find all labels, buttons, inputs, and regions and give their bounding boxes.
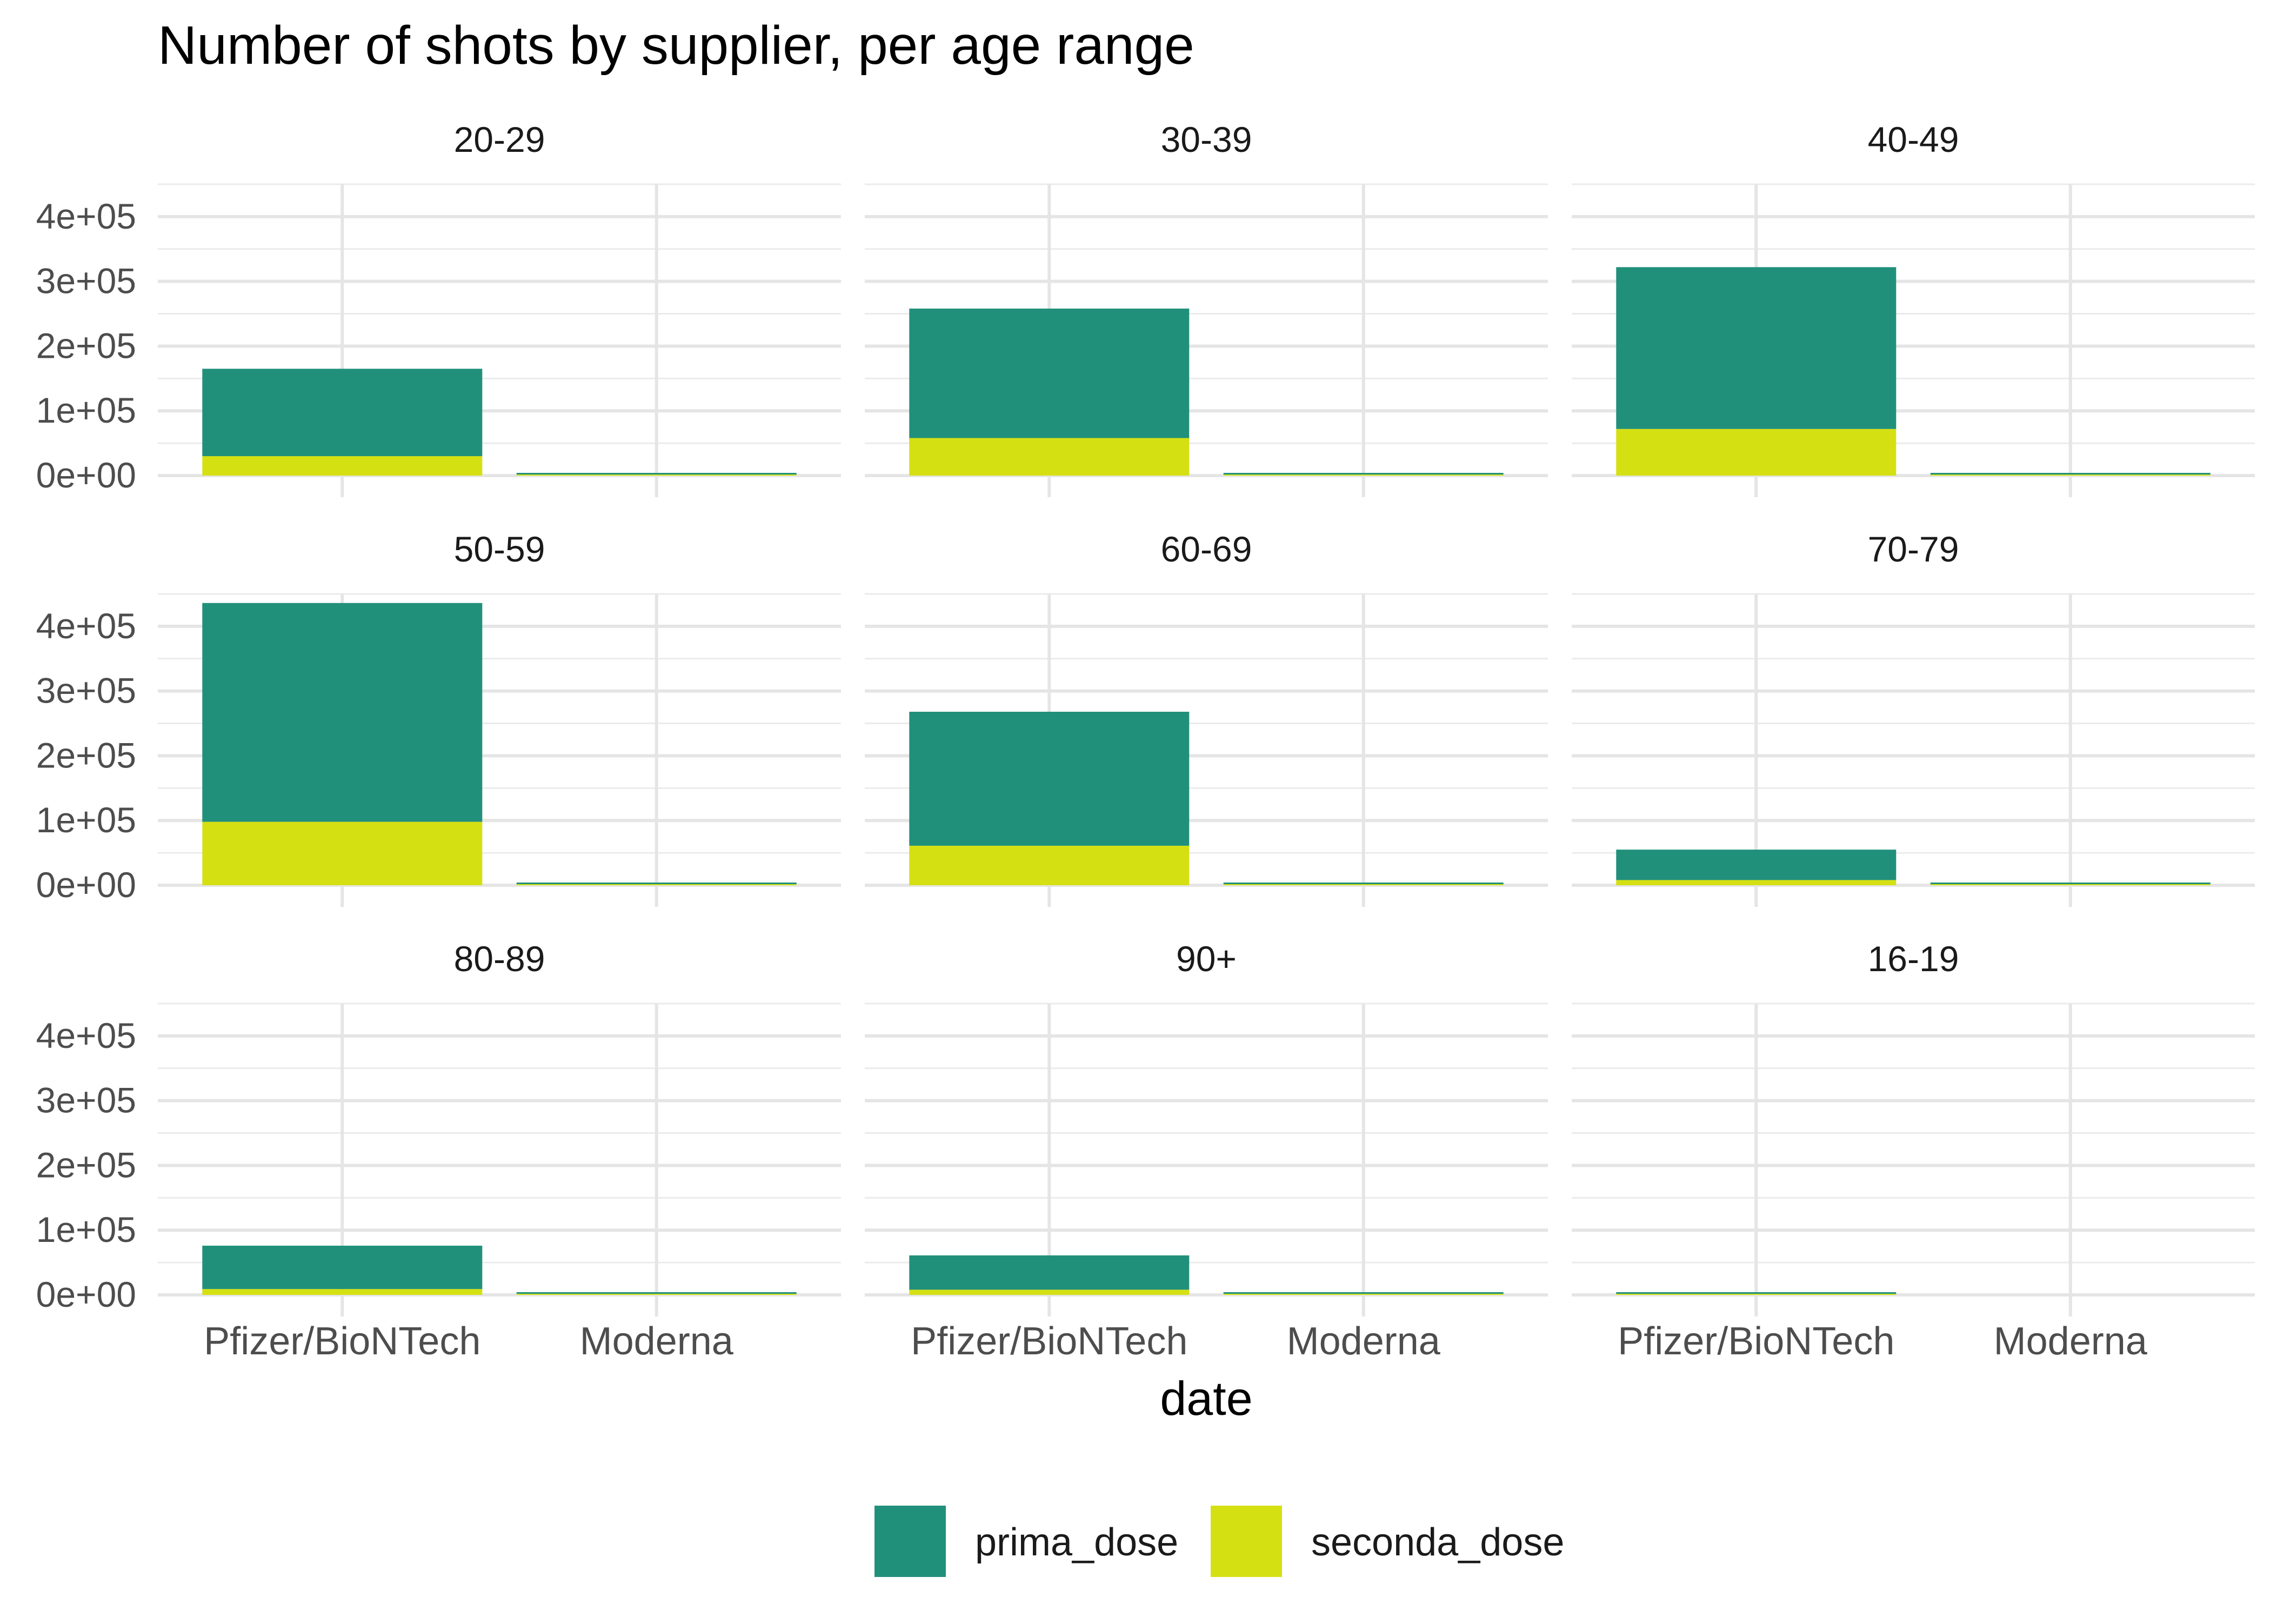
bar-prima-dose-1	[1223, 883, 1504, 884]
bar-seconda-dose-0	[1616, 880, 1897, 885]
facet-label: 90+	[1176, 939, 1237, 979]
facet-label: 50-59	[454, 529, 545, 569]
y-tick-label: 1e+05	[36, 800, 136, 840]
bar-seconda-dose-0	[909, 845, 1190, 885]
y-tick-label: 1e+05	[36, 390, 136, 430]
x-tick-label: Pfizer/BioNTech	[204, 1320, 480, 1363]
y-tick-label: 4e+05	[36, 606, 136, 646]
bar-prima-dose-1	[1223, 1292, 1504, 1294]
facet-panel-90+: 90+ Pfizer/BioNTech Moderna	[865, 939, 1548, 1363]
bar-prima-dose-1	[516, 883, 797, 884]
facet-label: 20-29	[454, 119, 545, 159]
legend-swatch-seconda_dose	[1211, 1506, 1282, 1577]
y-tick-label: 1e+05	[36, 1209, 136, 1249]
bar-prima-dose-0	[1616, 1292, 1897, 1294]
facet-panel-60-69: 60-69	[865, 529, 1548, 907]
legend-item-prima_dose: prima_dose	[874, 1506, 1178, 1577]
bar-seconda-dose-0	[202, 456, 483, 476]
bar-prima-dose-1	[516, 1292, 797, 1294]
y-tick-label: 3e+05	[36, 671, 136, 711]
bar-prima-dose-1	[1223, 473, 1504, 474]
bar-seconda-dose-1	[1223, 884, 1504, 885]
x-tick-label: Moderna	[1994, 1320, 2148, 1363]
bar-prima-dose-0	[1616, 267, 1897, 429]
legend-swatch-prima_dose	[874, 1506, 946, 1577]
bar-seconda-dose-0	[1616, 429, 1897, 476]
chart-title: Number of shots by supplier, per age ran…	[158, 15, 1194, 76]
legend-item-seconda_dose: seconda_dose	[1211, 1506, 1564, 1577]
bar-prima-dose-0	[202, 603, 483, 822]
bar-seconda-dose-0	[1616, 1294, 1897, 1295]
y-tick-label: 2e+05	[36, 735, 136, 775]
facet-label: 30-39	[1161, 119, 1252, 159]
x-axis-title: date	[1160, 1372, 1252, 1425]
bar-seconda-dose-1	[1930, 474, 2211, 476]
y-tick-label: 2e+05	[36, 1145, 136, 1185]
bar-seconda-dose-1	[516, 884, 797, 885]
legend-label: seconda_dose	[1311, 1521, 1564, 1564]
facet-panel-16-19: 16-19 Pfizer/BioNTech Moderna	[1572, 939, 2255, 1363]
x-tick-label: Pfizer/BioNTech	[1618, 1320, 1894, 1363]
x-tick-label: Pfizer/BioNTech	[911, 1320, 1187, 1363]
bar-prima-dose-0	[909, 711, 1190, 846]
y-tick-label: 0e+00	[36, 455, 136, 495]
bar-prima-dose-0	[1616, 850, 1897, 880]
facet-panel-40-49: 40-49	[1572, 119, 2255, 497]
bar-prima-dose-0	[202, 369, 483, 457]
bar-seconda-dose-1	[1223, 474, 1504, 476]
bar-seconda-dose-0	[909, 1289, 1190, 1295]
facet-label: 40-49	[1868, 119, 1959, 159]
bar-prima-dose-1	[1930, 473, 2211, 474]
facet-panel-20-29: 20-29 0e+00 1e+05 2e+05 3e+05 4e+05	[36, 119, 841, 497]
y-tick-label: 3e+05	[36, 261, 136, 301]
bar-seconda-dose-0	[202, 821, 483, 885]
legend: prima_dose seconda_dose	[874, 1506, 1564, 1577]
bar-seconda-dose-0	[202, 1289, 483, 1295]
bar-prima-dose-1	[1930, 883, 2211, 884]
y-tick-label: 3e+05	[36, 1080, 136, 1120]
bar-seconda-dose-1	[1930, 884, 2211, 885]
bar-prima-dose-0	[909, 1255, 1190, 1290]
legend-label: prima_dose	[975, 1521, 1178, 1564]
facet-label: 60-69	[1161, 529, 1252, 569]
y-tick-label: 4e+05	[36, 1015, 136, 1055]
y-tick-label: 2e+05	[36, 325, 136, 365]
facet-label: 70-79	[1868, 529, 1959, 569]
facet-panel-50-59: 50-59 0e+00 1e+05 2e+05 3e+05 4e+05	[36, 529, 841, 907]
bar-prima-dose-0	[909, 308, 1190, 438]
facet-label: 16-19	[1868, 939, 1959, 979]
bar-prima-dose-1	[516, 473, 797, 474]
y-tick-label: 0e+00	[36, 1274, 136, 1314]
facet-panels: 20-29 0e+00 1e+05 2e+05 3e+05 4e+05 30-39 40-49…	[36, 119, 2255, 1363]
facet-panel-30-39: 30-39	[865, 119, 1548, 497]
y-tick-label: 4e+05	[36, 196, 136, 236]
facet-label: 80-89	[454, 939, 545, 979]
bar-seconda-dose-1	[1223, 1294, 1504, 1295]
bar-seconda-dose-0	[909, 438, 1190, 476]
x-tick-label: Moderna	[1287, 1320, 1441, 1363]
x-tick-label: Moderna	[580, 1320, 734, 1363]
y-tick-label: 0e+00	[36, 865, 136, 905]
facet-panel-80-89: 80-89 0e+00 1e+05 2e+05 3e+05 4e+05 Pfizer/Bio…	[36, 939, 841, 1363]
bar-seconda-dose-1	[516, 1294, 797, 1295]
facet-panel-70-79: 70-79	[1572, 529, 2255, 907]
bar-prima-dose-0	[202, 1245, 483, 1289]
bar-seconda-dose-1	[516, 474, 797, 476]
